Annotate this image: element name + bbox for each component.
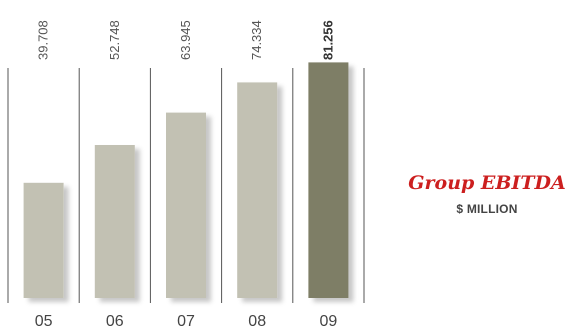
bar-05 bbox=[23, 182, 64, 298]
category-label-05: 05 bbox=[35, 313, 53, 330]
value-label-09: 81.256 bbox=[320, 20, 335, 60]
chart-subtitle: $ MILLION bbox=[456, 202, 518, 216]
value-label-05: 39.708 bbox=[36, 20, 51, 60]
bar-08 bbox=[237, 82, 278, 299]
chart-title: Group EBITDA bbox=[408, 172, 566, 194]
category-label-09: 09 bbox=[320, 313, 338, 330]
value-labels-group: 39.708 52.748 63.945 74.334 81.256 bbox=[36, 20, 336, 60]
bar-07 bbox=[166, 112, 206, 298]
value-label-06: 52.748 bbox=[107, 20, 122, 60]
bars-group bbox=[23, 62, 349, 299]
value-label-07: 63.945 bbox=[178, 20, 193, 60]
bar-06 bbox=[94, 145, 135, 298]
column-dividers bbox=[7, 68, 365, 303]
category-label-08: 08 bbox=[248, 313, 266, 330]
value-label-08: 74.334 bbox=[249, 20, 264, 60]
chart-title-block: Group EBITDA $ MILLION bbox=[400, 170, 574, 216]
category-label-07: 07 bbox=[177, 313, 195, 330]
category-labels-group: 05 06 07 08 09 bbox=[35, 313, 338, 330]
bar-09 bbox=[308, 62, 349, 299]
category-label-06: 06 bbox=[106, 313, 124, 330]
